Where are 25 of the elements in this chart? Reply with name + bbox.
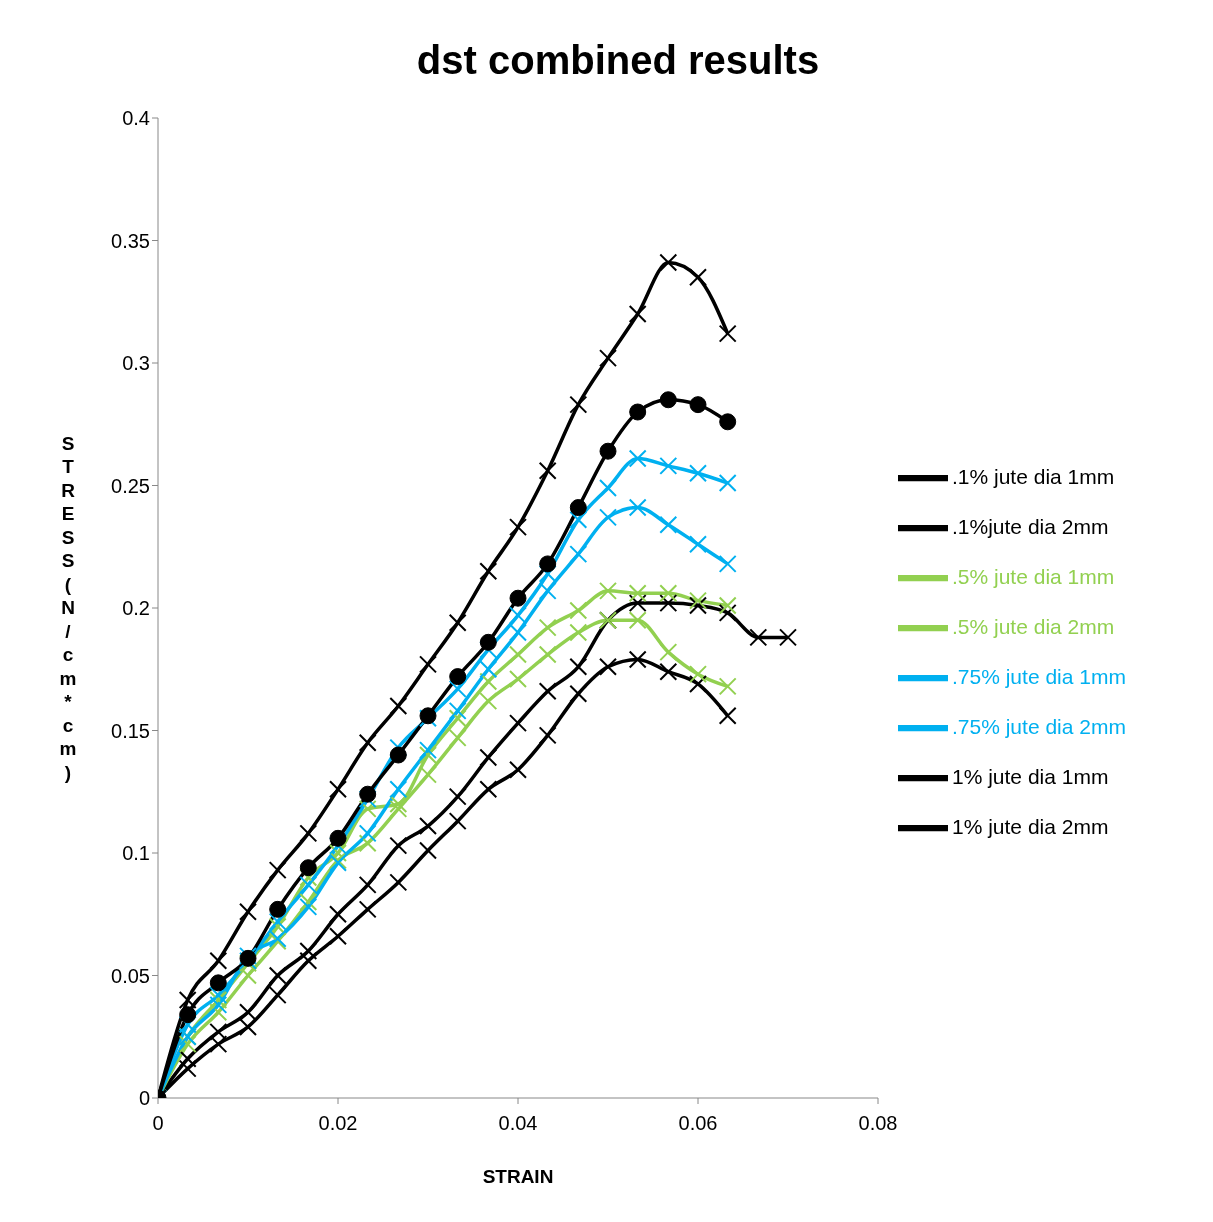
- y-tick-label: 0.35: [111, 229, 150, 252]
- legend-label: 1% jute dia 1mm: [952, 764, 1109, 788]
- text: STRESS( N/cm*cm): [59, 432, 77, 783]
- y-tick-label: 0.15: [111, 719, 150, 742]
- legend-label: .1%jute dia 2mm: [952, 514, 1109, 538]
- x-tick-label: 0.04: [498, 1112, 538, 1135]
- y-tick-label: 0.05: [111, 964, 150, 987]
- legend-label: .75% jute dia 2mm: [952, 714, 1126, 738]
- y-tick-label: 0.4: [122, 107, 150, 130]
- legend-label: .5% jute dia 2mm: [952, 614, 1115, 638]
- y-tick-label: 0.1: [122, 842, 150, 865]
- x-axis-title: STRAIN: [482, 1166, 554, 1187]
- legend-label: .75% jute dia 1mm: [952, 664, 1126, 688]
- legend-label: .5% jute dia 1mm: [952, 564, 1115, 588]
- legend-label: .1% jute dia 1mm: [952, 464, 1115, 488]
- legend-label: 1% jute dia 2mm: [952, 814, 1109, 838]
- x-tick-label: 0.08: [858, 1112, 898, 1135]
- x-tick-label: 0.02: [318, 1112, 358, 1135]
- y-tick-label: 0: [138, 1087, 150, 1110]
- y-tick-label: 0.3: [122, 352, 150, 375]
- x-tick-label: 0.06: [678, 1112, 718, 1135]
- chart-title: dst combined results: [415, 37, 821, 84]
- y-tick-label: 0.2: [122, 597, 150, 620]
- x-tick-label: 0: [152, 1112, 164, 1135]
- y-tick-label: 0.25: [111, 474, 150, 497]
